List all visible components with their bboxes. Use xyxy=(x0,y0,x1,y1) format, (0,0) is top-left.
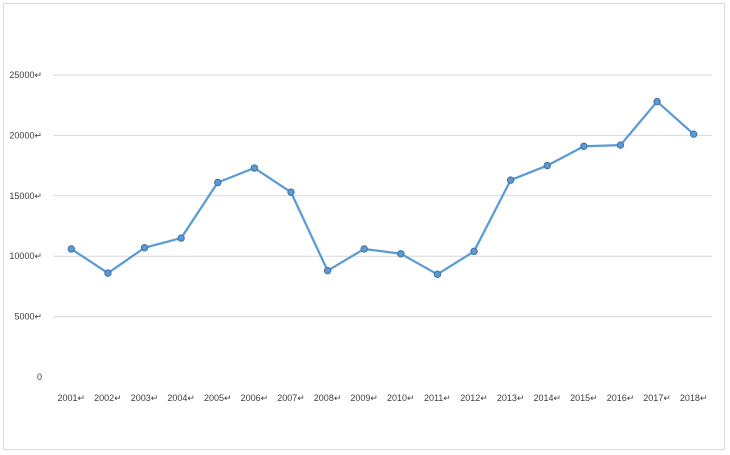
data-point-2010 xyxy=(397,250,405,258)
x-tick-label: 2016↵ xyxy=(607,393,635,403)
data-point-2003 xyxy=(140,244,149,252)
x-tick-label: 2018↵ xyxy=(680,393,708,403)
data-point-2016 xyxy=(616,141,625,149)
y-axis-tick-labels: 0 5000↵ 10000↵ 15000↵ 20000↵ 25000↵ xyxy=(9,70,42,382)
chart-area xyxy=(3,3,725,450)
data-point-2005 xyxy=(214,178,222,187)
gridlines xyxy=(53,74,712,318)
x-tick-label: 2006↵ xyxy=(241,393,269,403)
x-tick-label: 2012↵ xyxy=(460,393,488,403)
x-tick-label: 2013↵ xyxy=(497,393,525,403)
data-point-2013 xyxy=(506,176,515,184)
data-point-2004 xyxy=(177,234,185,242)
data-point-2012 xyxy=(470,247,478,256)
x-tick-label: 2009↵ xyxy=(350,393,378,403)
data-point-2018 xyxy=(689,130,698,138)
x-tick-label: 2010↵ xyxy=(387,393,415,403)
x-tick-label: 2007↵ xyxy=(277,393,305,403)
data-point-2015 xyxy=(580,142,588,150)
x-tick-label: 2017↵ xyxy=(643,393,671,403)
y-tick-label: 20000↵ xyxy=(9,130,42,140)
y-tick-label: 15000↵ xyxy=(9,191,42,201)
y-tick-label: 25000↵ xyxy=(9,70,42,80)
y-tick-label: 0 xyxy=(37,372,42,382)
x-tick-label: 2001↵ xyxy=(58,393,86,403)
x-tick-label: 2004↵ xyxy=(167,393,195,403)
y-tick-label: 5000↵ xyxy=(14,312,42,322)
data-point-2006 xyxy=(250,164,259,172)
x-tick-label: 2002↵ xyxy=(94,393,122,403)
data-point-2014 xyxy=(543,161,551,170)
x-tick-label: 2015↵ xyxy=(570,393,598,403)
x-axis-tick-labels: 2001↵ 2002↵ 2003↵ 2004↵ 2005↵ 2006↵ 2007↵ 2008↵… xyxy=(58,393,708,403)
x-tick-label: 2011↵ xyxy=(424,393,451,403)
y-tick-label: 10000↵ xyxy=(9,251,42,261)
x-tick-label: 2014↵ xyxy=(533,393,561,403)
data-point-2008 xyxy=(323,266,332,275)
data-point-2009 xyxy=(360,245,368,253)
x-tick-label: 2003↵ xyxy=(131,393,159,403)
x-tick-label: 2008↵ xyxy=(314,393,342,403)
data-point-2001 xyxy=(67,245,76,253)
x-tick-label: 2005↵ xyxy=(204,393,232,403)
data-point-2002 xyxy=(104,269,112,277)
series-line xyxy=(70,100,695,276)
data-point-2011 xyxy=(433,270,442,279)
data-point-2007 xyxy=(287,188,295,196)
data-series xyxy=(67,97,698,279)
data-point-2017 xyxy=(653,97,661,106)
